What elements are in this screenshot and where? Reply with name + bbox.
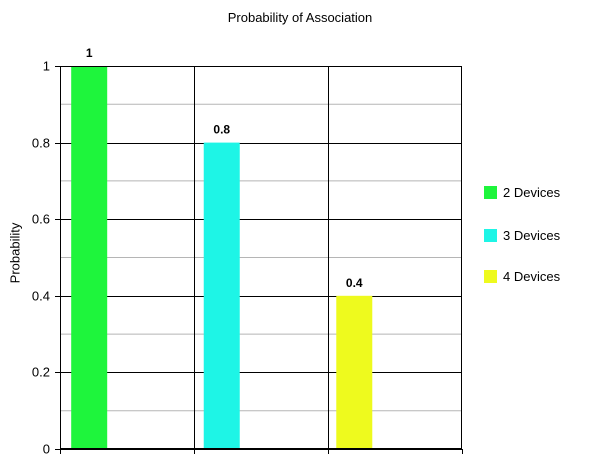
data-label: 1 <box>86 46 93 60</box>
y-tick-label: 0.6 <box>32 212 50 227</box>
bar-2-devices <box>71 66 108 449</box>
bar-3-devices <box>203 142 240 449</box>
legend-label: 3 Devices <box>503 228 561 243</box>
legend-swatch <box>484 270 497 283</box>
y-tick-label: 0.2 <box>32 365 50 380</box>
legend-swatch <box>484 229 497 242</box>
data-label: 0.8 <box>213 123 230 137</box>
data-label: 0.4 <box>346 276 363 290</box>
y-tick-label: 0 <box>43 442 50 457</box>
legend-item-3-devices: 3 Devices <box>484 228 594 244</box>
legend-item-4-devices: 4 Devices <box>484 269 594 285</box>
y-tick-label: 0.8 <box>32 136 50 151</box>
legend-label: 4 Devices <box>503 269 561 284</box>
legend-swatch <box>484 186 497 199</box>
chart-title: Probability of Association <box>227 10 373 25</box>
plot-border <box>60 66 462 449</box>
y-tick-label: 0.4 <box>32 289 50 304</box>
legend-item-2-devices: 2 Devices <box>484 185 594 201</box>
legend-label: 2 Devices <box>503 185 561 200</box>
bar-4-devices <box>336 295 373 449</box>
y-tick-label: 1 <box>43 59 50 74</box>
